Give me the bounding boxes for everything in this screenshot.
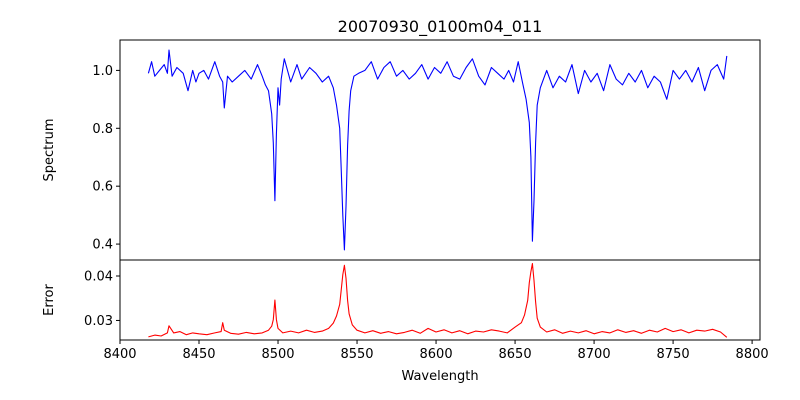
x-tick-label: 8550: [340, 347, 373, 362]
error-panel: 0.03 0.04 Error: [42, 259, 761, 341]
spectrum-y-tick-label: 0.6: [92, 180, 113, 195]
spectrum-y-tick-label: 0.8: [92, 122, 113, 137]
x-tick-label: 8600: [420, 347, 453, 362]
error-axes-frame: [119, 259, 761, 341]
error-line: [148, 263, 728, 338]
x-tick-label: 8400: [103, 347, 136, 362]
spectrum-y-tick-label: 0.4: [92, 238, 113, 253]
x-tick-label: 8500: [261, 347, 294, 362]
x-axis-ticks: 8400 8450 8500 8550 8600 8650 8700 8750 8800: [103, 340, 769, 362]
chart-title: 20070930_0100m04_011: [338, 17, 543, 37]
spectrum-y-ticks: 0.4 0.6 0.8 1.0: [92, 64, 120, 253]
error-y-tick-label: 0.03: [84, 314, 113, 329]
error-y-ticks: 0.03 0.04: [84, 270, 120, 329]
error-y-label: Error: [42, 284, 57, 316]
x-axis-label: Wavelength: [401, 369, 478, 384]
spectrum-y-tick-label: 1.0: [92, 64, 113, 79]
x-tick-label: 8800: [736, 347, 769, 362]
x-tick-label: 8700: [578, 347, 611, 362]
x-tick-label: 8750: [657, 347, 690, 362]
error-series: [148, 263, 728, 338]
spectrum-line: [147, 49, 728, 251]
x-tick-label: 8650: [499, 347, 532, 362]
x-tick-label: 8450: [182, 347, 215, 362]
spectrum-panel: 0.4 0.6 0.8 1.0 Spectrum: [42, 39, 761, 261]
error-y-tick-label: 0.04: [84, 270, 113, 285]
spectrum-y-label: Spectrum: [42, 119, 57, 182]
spectrum-series: [147, 49, 728, 251]
